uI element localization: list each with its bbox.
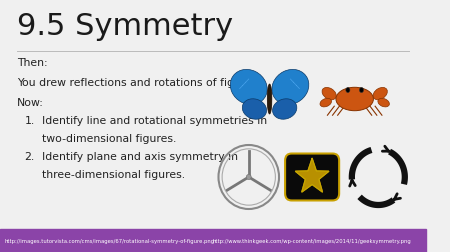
Text: three-dimensional figures.: three-dimensional figures. [41,169,185,179]
Ellipse shape [378,99,389,107]
Polygon shape [295,159,329,192]
Text: Identify line and rotational symmetries in: Identify line and rotational symmetries … [41,115,267,125]
Ellipse shape [322,88,336,100]
Ellipse shape [346,88,350,93]
Text: 1.: 1. [25,115,35,125]
Text: 2.: 2. [25,151,35,161]
Ellipse shape [336,88,373,111]
Ellipse shape [242,99,266,120]
Text: http://www.thinkgeek.com/wp-content/images/2014/11/geeksymmetry.png: http://www.thinkgeek.com/wp-content/imag… [213,238,412,243]
Text: http://images.tutorvista.com/cms/images/67/rotational-symmetry-of-figure.png: http://images.tutorvista.com/cms/images/… [5,238,215,243]
Ellipse shape [267,85,272,115]
Ellipse shape [373,88,387,100]
FancyBboxPatch shape [285,154,339,201]
Ellipse shape [360,88,364,93]
Text: Identify plane and axis symmetry in: Identify plane and axis symmetry in [41,151,238,161]
Text: 9.5 Symmetry: 9.5 Symmetry [17,12,233,41]
Text: Now:: Now: [17,98,44,108]
Ellipse shape [320,99,332,107]
Text: Then:: Then: [17,58,48,68]
Ellipse shape [230,70,267,105]
Ellipse shape [273,99,297,120]
Text: You drew reflections and rotations of figures.: You drew reflections and rotations of fi… [17,78,261,88]
Bar [0,229,426,252]
Ellipse shape [272,70,309,105]
Text: two-dimensional figures.: two-dimensional figures. [41,134,176,143]
Circle shape [246,175,251,180]
